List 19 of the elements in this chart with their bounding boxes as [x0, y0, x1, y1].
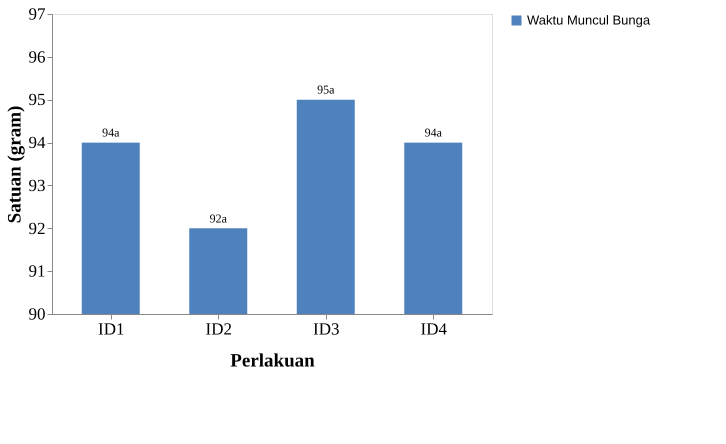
data-label: 94a: [102, 126, 120, 140]
x-axis-title: Perlakuan: [230, 350, 316, 372]
data-label: 94a: [424, 126, 443, 140]
data-label: 92a: [210, 211, 228, 226]
x-tick-label: ID3: [313, 320, 340, 338]
y-tick-label: 95: [28, 90, 46, 110]
x-tick-label: ID4: [420, 320, 448, 338]
x-tick-label: ID2: [206, 320, 232, 338]
y-axis-title: Satuan (gram): [4, 106, 26, 224]
y-tick-label: 90: [28, 304, 46, 324]
legend-label: Waktu Muncul Bunga: [527, 12, 651, 28]
y-tick-label: 92: [28, 218, 46, 238]
data-label: 95a: [317, 82, 336, 97]
y-tick-label: 97: [28, 4, 46, 24]
y-tick-label: 96: [28, 47, 46, 66]
y-tick-label: 94: [28, 133, 46, 152]
x-tick-label: ID1: [98, 320, 124, 338]
y-tick-label: 93: [28, 176, 46, 195]
y-tick-label: 91: [28, 262, 46, 281]
